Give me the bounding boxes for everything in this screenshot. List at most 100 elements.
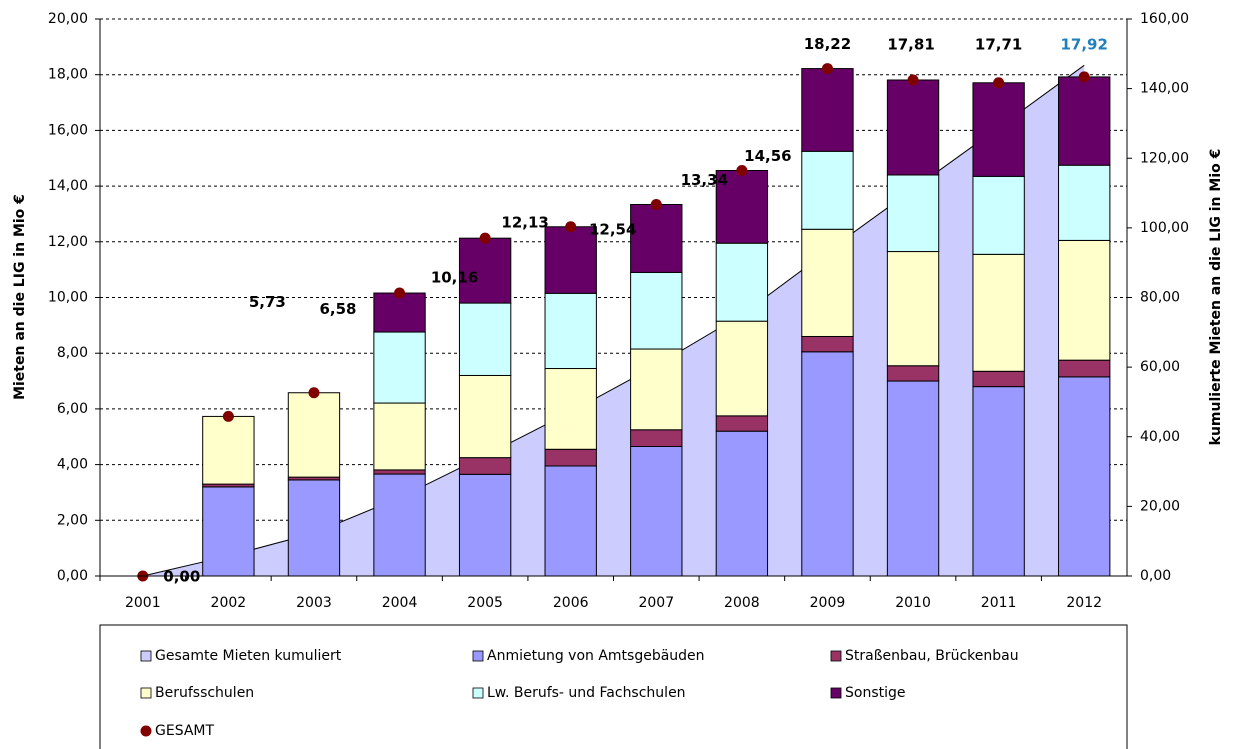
bar-segment: [630, 429, 683, 447]
y-tick-label: 2,00: [57, 512, 88, 528]
y2-tick-label: 40,00: [1140, 429, 1180, 445]
y-tick-label: 14,00: [48, 178, 88, 194]
bar-segment: [972, 370, 1025, 388]
legend-label: Gesamte Mieten kumuliert: [155, 648, 342, 664]
bar-segment: [630, 271, 683, 350]
legend-swatch: [472, 687, 484, 699]
legend-swatch: [140, 687, 152, 699]
y-tick-label: 16,00: [48, 122, 88, 138]
bar-segment: [544, 368, 597, 450]
total-dot: [222, 410, 234, 422]
bar-segment: [1058, 239, 1111, 361]
bar-segment: [801, 68, 854, 152]
total-dot: [993, 77, 1005, 89]
value-label: 12,13: [501, 214, 548, 232]
bar-segment: [886, 174, 940, 253]
x-tick-label: 2012: [1066, 595, 1102, 611]
legend-box: [99, 624, 1128, 749]
x-tick-label: 2004: [382, 595, 418, 611]
bar-segment: [458, 473, 512, 577]
x-tick-label: 2001: [125, 595, 161, 611]
bar-segment: [458, 374, 512, 459]
bar-segment: [373, 402, 426, 471]
bar-segment: [630, 445, 683, 577]
value-label: 12,54: [589, 220, 636, 238]
total-dot: [308, 387, 320, 399]
bar-segment: [202, 415, 255, 485]
value-label: 17,71: [975, 35, 1022, 53]
value-label: 18,22: [804, 35, 851, 53]
bar-segment: [630, 348, 683, 431]
bar-segment: [886, 365, 940, 382]
cumulative-area: [142, 65, 1085, 576]
total-dot: [650, 198, 662, 210]
y2-tick-label: 100,00: [1140, 220, 1189, 236]
bar-segment: [544, 448, 597, 467]
y2-tick-label: 160,00: [1140, 11, 1189, 27]
x-tick-label: 2006: [553, 595, 589, 611]
bar-segment: [630, 203, 683, 273]
legend-swatch: [830, 687, 842, 699]
bar-segment: [373, 473, 426, 577]
bar-segment: [801, 150, 854, 230]
bar-segment: [715, 320, 769, 417]
bar-segment: [287, 392, 341, 478]
bar-segment: [458, 457, 512, 475]
legend-swatch: [830, 650, 842, 662]
legend-swatch: [472, 650, 484, 662]
bar-segment: [1058, 376, 1111, 577]
bar-segment: [715, 242, 769, 322]
y2-axis-title: kumulierte Mieten an die LIG in Mio €: [1208, 149, 1224, 446]
bar-segment: [801, 335, 854, 353]
value-label: 10,16: [431, 269, 478, 287]
x-tick-label: 2002: [211, 595, 247, 611]
bar-segment: [458, 302, 512, 376]
x-tick-label: 2009: [810, 595, 846, 611]
value-label: 6,58: [319, 300, 356, 318]
y-tick-label: 10,00: [48, 290, 88, 306]
bar-segment: [801, 228, 854, 337]
value-label: 14,56: [744, 147, 791, 165]
total-dot: [479, 232, 491, 244]
bar-segment: [544, 292, 597, 370]
x-tick-label: 2008: [724, 595, 760, 611]
legend-swatch: [140, 650, 152, 662]
value-label: 17,92: [1060, 35, 1107, 53]
legend-label: Berufsschulen: [155, 685, 254, 701]
bar-segment: [373, 331, 426, 404]
x-tick-label: 2010: [895, 595, 931, 611]
bar-segment: [972, 386, 1025, 577]
x-tick-label: 2003: [296, 595, 332, 611]
bar-segment: [886, 79, 940, 176]
bar-segment: [801, 351, 854, 577]
y-tick-label: 8,00: [57, 345, 88, 361]
y2-tick-label: 20,00: [1140, 498, 1180, 514]
legend-label: Straßenbau, Brückenbau: [845, 648, 1019, 664]
bar-segment: [458, 237, 512, 304]
y2-tick-label: 80,00: [1140, 290, 1180, 306]
total-dot: [565, 221, 577, 233]
legend-label: Anmietung von Amtsgebäuden: [487, 648, 705, 664]
y-tick-label: 6,00: [57, 401, 88, 417]
bar-segment: [373, 292, 426, 333]
bar-segment: [972, 175, 1025, 255]
bar-segment: [1058, 164, 1111, 241]
bar-segment: [715, 415, 769, 432]
bar-segment: [886, 251, 940, 367]
legend-label: Sonstige: [845, 685, 906, 701]
total-dot: [821, 63, 833, 75]
bar-segment: [1058, 76, 1111, 166]
total-dot: [1078, 71, 1090, 83]
y-tick-label: 4,00: [57, 457, 88, 473]
total-dot: [907, 74, 919, 86]
bar-segment: [544, 465, 597, 577]
bar-segment: [715, 430, 769, 577]
y-axis-title: Mieten an die LIG in Mio €: [12, 194, 28, 400]
total-dot: [736, 165, 748, 177]
value-label: 13,34: [681, 171, 728, 189]
legend-label: GESAMT: [155, 723, 214, 739]
bar-segment: [373, 469, 426, 475]
x-tick-label: 2011: [981, 595, 1017, 611]
value-label: 17,81: [887, 35, 934, 53]
